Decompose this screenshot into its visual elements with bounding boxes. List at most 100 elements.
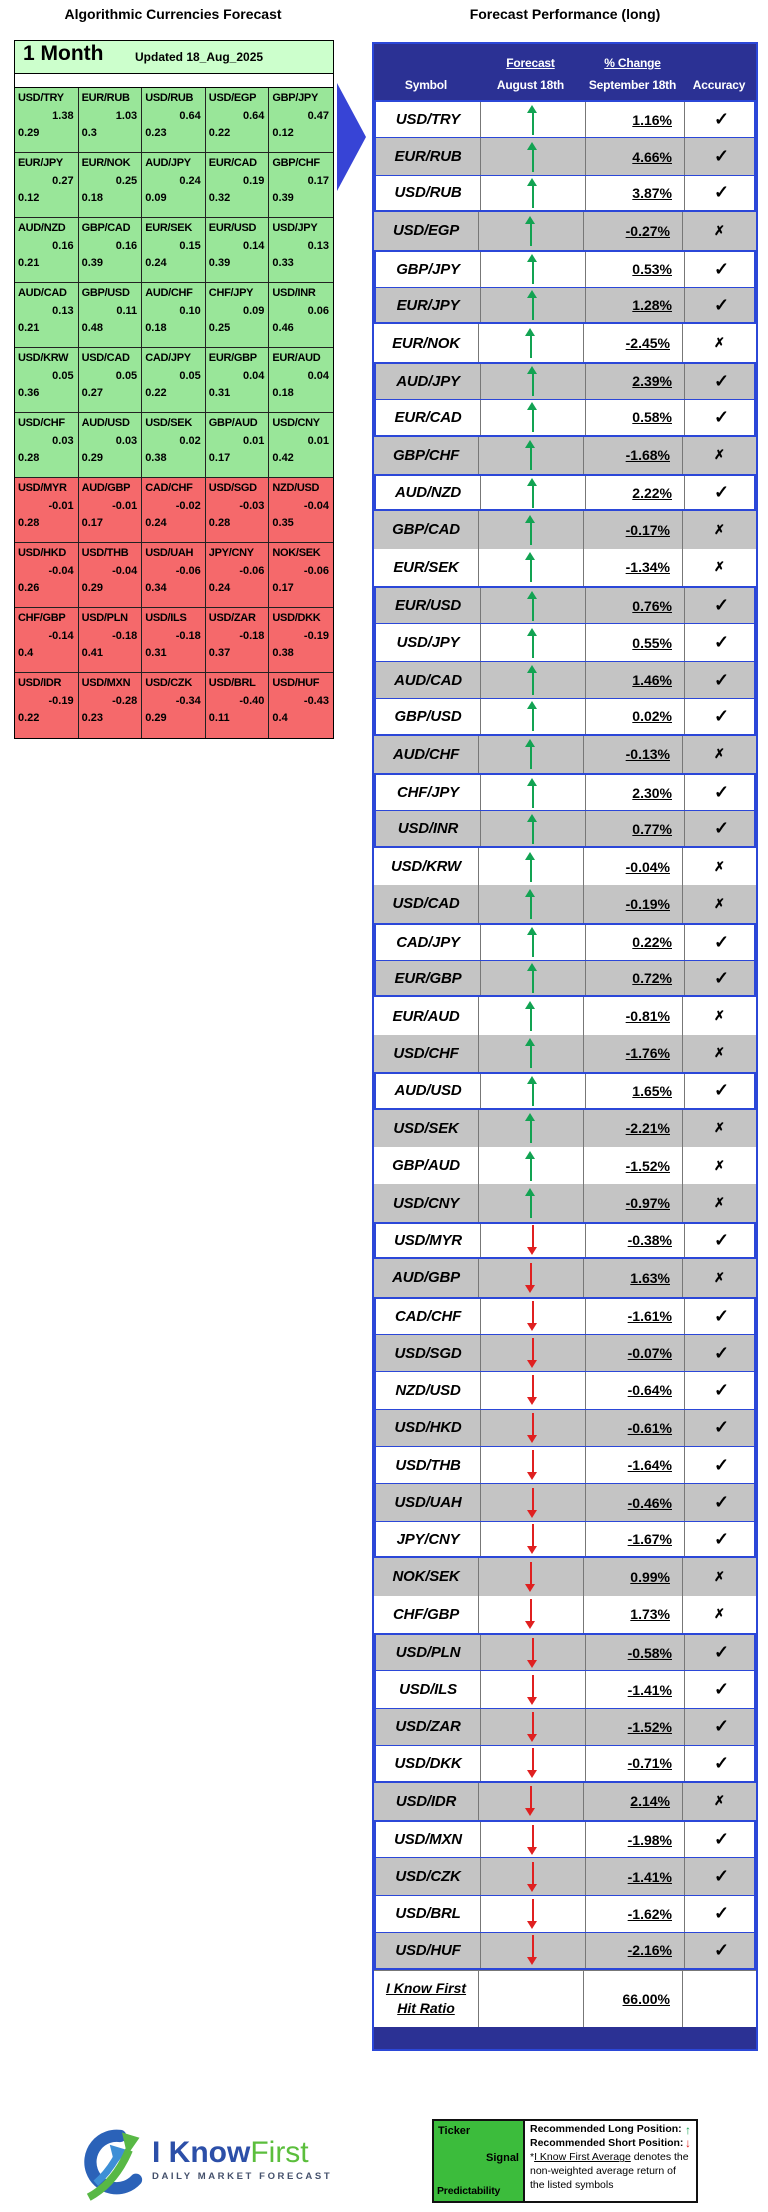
row-accuracy-cell: ✓ — [684, 1372, 758, 1409]
row-forecast-cell — [480, 1708, 585, 1746]
forecast-grid-cell: AUD/CHF 0.10 0.18 — [142, 283, 206, 348]
row-change-value: -0.64% — [627, 1382, 672, 1399]
row-forecast-cell — [480, 924, 585, 960]
grid-cell-symbol: JPY/CNY — [208, 547, 254, 559]
forecast-grid-cell: USD/CZK -0.34 0.29 — [142, 673, 206, 738]
row-forecast-cell — [478, 885, 583, 923]
accuracy-mark-icon: ✓ — [713, 705, 730, 726]
row-forecast-cell — [478, 548, 583, 587]
forecast-arrow-icon — [524, 1561, 538, 1592]
forecast-grid-cell: USD/PLN -0.18 0.41 — [78, 608, 143, 673]
grid-cell-predictability: 0.11 — [208, 712, 230, 725]
row-symbol: USD/ILS — [399, 1681, 457, 1699]
updated-date-label: Updated 18_Aug_2025 — [135, 50, 264, 64]
accuracy-mark-icon: ✓ — [713, 931, 730, 952]
row-change-cell: -0.38% — [585, 1223, 684, 1258]
forecast-grid-cell: AUD/USD 0.03 0.29 — [78, 413, 143, 478]
row-forecast-cell — [480, 138, 585, 175]
row-accuracy-cell: ✗ — [682, 511, 756, 549]
row-symbol: USD/SGD — [394, 1344, 462, 1362]
row-change-value: -0.19% — [625, 895, 670, 912]
row-symbol: USD/TRY — [395, 111, 461, 129]
row-accuracy-cell: ✗ — [682, 847, 756, 886]
brand-tagline: DAILY MARKET FORECAST — [152, 2171, 333, 2182]
forecast-grid-cell: GBP/CAD 0.16 0.39 — [78, 218, 143, 283]
forecast-arrow-icon — [524, 851, 538, 882]
grid-cell-signal: -0.28 — [112, 694, 138, 707]
grid-cell-symbol: GBP/CHF — [272, 157, 320, 169]
performance-row: GBP/AUD -1.52% ✗ — [374, 1146, 756, 1185]
grid-cell-predictability: 0.36 — [18, 387, 40, 400]
forecast-grid-cell: EUR/NOK 0.25 0.18 — [78, 153, 143, 218]
row-change-cell: 0.22% — [585, 924, 684, 960]
grid-cell-signal: -0.04 — [303, 499, 329, 512]
forecast-arrow-icon — [526, 963, 540, 994]
accuracy-mark-icon: ✓ — [713, 595, 730, 616]
period-band: 1 Month Updated 18_Aug_2025 — [15, 41, 333, 74]
grid-cell-symbol: GBP/USD — [81, 287, 130, 299]
grid-cell-signal: -0.14 — [48, 629, 74, 642]
forecast-arrow-icon — [524, 1262, 538, 1293]
forecast-arrow-icon — [526, 1450, 540, 1481]
logo-text: I KnowFirst DAILY MARKET FORECAST — [152, 2136, 333, 2183]
forecast-grid-cell: NOK/SEK -0.06 0.17 — [269, 543, 333, 608]
row-symbol: AUD/JPY — [396, 372, 460, 390]
header-change-label: % Change — [604, 56, 661, 70]
row-change-cell: -1.64% — [585, 1447, 684, 1484]
row-forecast-cell — [480, 363, 585, 400]
row-change-cell: 0.55% — [585, 624, 684, 661]
forecast-arrow-icon — [524, 888, 538, 919]
row-change-value: 0.55% — [632, 634, 672, 651]
row-symbol: AUD/CAD — [394, 671, 462, 689]
row-change-cell: -1.34% — [583, 548, 682, 587]
grid-cell-predictability: 0.29 — [81, 582, 104, 595]
forecast-grid-cell: USD/CHF 0.03 0.28 — [15, 413, 79, 478]
accuracy-mark-icon: ✓ — [713, 1829, 730, 1850]
row-change-cell: -0.97% — [583, 1184, 682, 1222]
forecast-grid-cell: USD/RUB 0.64 0.23 — [142, 88, 206, 153]
forecast-arrow-icon — [526, 477, 540, 508]
grid-cell-signal: -0.04 — [48, 564, 74, 577]
accuracy-mark-icon: ✓ — [713, 370, 730, 391]
row-symbol: USD/PLN — [395, 1644, 461, 1662]
row-accuracy-cell: ✓ — [684, 1223, 758, 1258]
forecast-arrow-icon — [526, 777, 540, 808]
accuracy-mark-icon: ✓ — [713, 1679, 730, 1700]
grid-cell-predictability: 0.32 — [208, 192, 231, 205]
forecast-grid-cell: USD/BRL -0.40 0.11 — [205, 673, 270, 738]
grid-cell-predictability: 0.42 — [272, 452, 294, 465]
grid-cell-predictability: 0.28 — [208, 517, 231, 530]
row-change-cell: 2.22% — [585, 475, 684, 510]
row-change-cell: 0.02% — [585, 699, 684, 734]
performance-row: CAD/JPY 0.22% ✓ — [374, 922, 756, 960]
iknowfirst-logo-icon — [84, 2129, 143, 2201]
forecast-arrow-icon — [526, 627, 540, 658]
legend-short-line: Recommended Short Position: ↓ — [530, 2136, 691, 2151]
row-accuracy-cell: ✗ — [682, 1146, 756, 1185]
row-symbol: GBP/JPY — [396, 260, 460, 278]
forecast-arrow-icon — [526, 1412, 540, 1443]
row-change-cell: -2.16% — [585, 1933, 684, 1968]
grid-cell-signal: 0.64 — [179, 109, 201, 122]
accuracy-mark-icon: ✓ — [713, 1528, 730, 1549]
row-accuracy-cell: ✓ — [684, 1708, 758, 1746]
row-change-value: -2.45% — [625, 335, 670, 352]
grid-cell-symbol: USD/MYR — [18, 482, 67, 494]
row-change-value: 2.39% — [632, 373, 672, 390]
header-symbol-label: Symbol — [404, 78, 448, 92]
accuracy-mark-icon: ✓ — [713, 1866, 730, 1887]
grid-cell-signal: -0.02 — [175, 499, 201, 512]
row-accuracy-cell: ✓ — [684, 1635, 758, 1671]
performance-row: CHF/JPY 2.30% ✓ — [374, 773, 756, 811]
grid-cell-predictability: 0.18 — [145, 322, 167, 335]
row-symbol: GBP/USD — [394, 707, 462, 725]
brand-name-part2: First — [250, 2136, 309, 2169]
forecast-arrow-icon — [526, 402, 540, 433]
row-symbol: USD/THB — [395, 1456, 461, 1474]
accuracy-mark-icon: ✗ — [714, 858, 725, 874]
forecast-grid-cell: EUR/USD 0.14 0.39 — [205, 218, 270, 283]
accuracy-mark-icon: ✓ — [713, 1080, 730, 1101]
grid-cell-signal: 0.05 — [179, 369, 201, 382]
accuracy-mark-icon: ✗ — [714, 1008, 725, 1024]
row-forecast-cell — [480, 960, 585, 996]
